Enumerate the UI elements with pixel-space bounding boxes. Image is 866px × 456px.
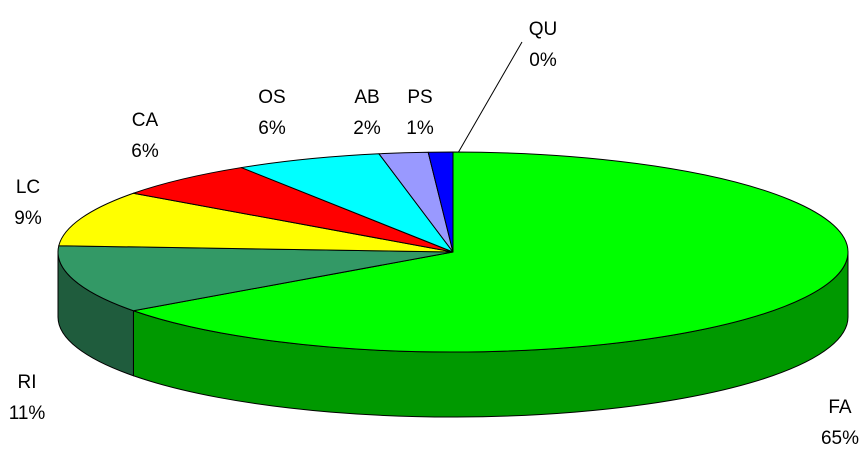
- slice-label: OS: [258, 87, 285, 108]
- slice-label: FA: [828, 397, 852, 418]
- slice-value-label: 6%: [258, 118, 286, 139]
- slice-value-label: 1%: [406, 118, 434, 139]
- leader-line: [446, 41, 523, 173]
- slice: [132, 151, 849, 353]
- slice-label: QU: [529, 19, 558, 40]
- slice-label: RI: [18, 372, 37, 393]
- slice: [58, 192, 454, 253]
- slice-value-label: 6%: [131, 141, 159, 162]
- slice-value-label: 2%: [353, 118, 381, 139]
- slice-value-label: 65%: [821, 428, 859, 449]
- slice-value-label: 11%: [9, 403, 46, 424]
- slice: [240, 153, 454, 253]
- slice: [427, 151, 454, 253]
- slice-value-label: 0%: [529, 50, 557, 71]
- slice: [132, 167, 454, 253]
- slice-value-label: 9%: [14, 208, 42, 229]
- slice-label: AB: [354, 87, 379, 108]
- slice-label: CA: [132, 110, 159, 131]
- slice-label: LC: [16, 177, 40, 198]
- slice: [57, 245, 454, 312]
- slice-label: PS: [407, 87, 432, 108]
